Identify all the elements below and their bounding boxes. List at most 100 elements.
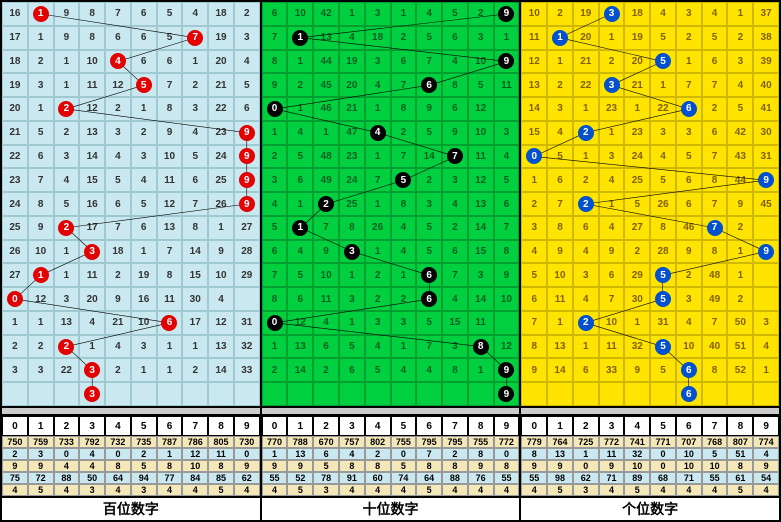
- stat-cell: 4: [105, 484, 131, 496]
- grid-cell: 49: [702, 287, 728, 311]
- grid-cell: 5: [182, 145, 208, 169]
- grid-cell: 5: [416, 26, 442, 50]
- stat-cell: 13: [287, 448, 313, 460]
- grid-cell: 6: [287, 287, 313, 311]
- grid-cell: 1: [262, 121, 288, 145]
- grid-cell: [339, 382, 365, 406]
- grid-cell: 3: [416, 192, 442, 216]
- grid-cell: 6: [105, 192, 131, 216]
- grid-cell: 8: [262, 50, 288, 74]
- grid-cell: 7: [442, 263, 468, 287]
- grid-cell: 5: [105, 168, 131, 192]
- stat-cell: 2: [442, 448, 468, 460]
- stat-cell: 759: [28, 436, 54, 448]
- grid-cell: 4: [650, 2, 676, 26]
- grid-cell: 6: [339, 358, 365, 382]
- grid-cell: 15: [182, 263, 208, 287]
- grid-cell: 14: [547, 358, 573, 382]
- grid-cell: 2: [105, 263, 131, 287]
- grid-cell: 4: [105, 50, 131, 74]
- grid-cell: 3: [54, 145, 80, 169]
- grid-cell: 1: [391, 2, 417, 26]
- grid-cell: 9: [676, 240, 702, 264]
- grid-cell: 2: [702, 97, 728, 121]
- grid-cell: 46: [313, 97, 339, 121]
- grid-cell: 5: [262, 216, 288, 240]
- trend-ball: 9: [239, 148, 255, 164]
- stat-cell: 8: [157, 460, 183, 472]
- grid-cell: 4: [702, 2, 728, 26]
- grid-cell: 13: [468, 192, 494, 216]
- grid-cell: 24: [208, 145, 234, 169]
- grid-cell: 18: [208, 2, 234, 26]
- stat-cell: 4: [599, 484, 625, 496]
- grid-cell: 21: [573, 50, 599, 74]
- grid-cell: 11: [468, 311, 494, 335]
- grid-cell: 7: [702, 145, 728, 169]
- grid-cell: 4: [313, 311, 339, 335]
- trend-grid: 1021931843413711120119525238121212205163…: [521, 2, 779, 406]
- grid-cell: 6: [157, 50, 183, 74]
- grid-cell: 7: [157, 73, 183, 97]
- grid-cell: 4: [287, 240, 313, 264]
- stat-cell: 4: [391, 484, 417, 496]
- grid-cell: 5: [287, 263, 313, 287]
- grid-cell: 8: [157, 263, 183, 287]
- trend-ball: 9: [498, 6, 514, 22]
- stat-cell: 5: [702, 448, 728, 460]
- grid-cell: 16: [131, 287, 157, 311]
- trend-ball: 5: [136, 77, 152, 93]
- grid-cell: [391, 382, 417, 406]
- trend-ball: 3: [84, 362, 100, 378]
- trend-ball: 1: [33, 6, 49, 22]
- grid-cell: 1: [287, 50, 313, 74]
- stat-cell: 54: [753, 472, 779, 484]
- trend-ball: 7: [447, 148, 463, 164]
- grid-cell: 4: [650, 145, 676, 169]
- stats-block: 7797647257727417717077688077748131113201…: [521, 436, 779, 496]
- stat-cell: 772: [599, 436, 625, 448]
- header-cell: 6: [416, 416, 442, 436]
- grid-cell: [573, 382, 599, 406]
- grid-cell: 33: [599, 358, 625, 382]
- grid-cell: 0: [2, 287, 28, 311]
- header-cell: 5: [650, 416, 676, 436]
- stat-cell: 10: [676, 460, 702, 472]
- grid-cell: 6: [573, 216, 599, 240]
- trend-ball: 2: [58, 220, 74, 236]
- grid-cell: 9: [599, 240, 625, 264]
- grid-cell: 1: [287, 26, 313, 50]
- grid-cell: 22: [650, 97, 676, 121]
- grid-cell: 2: [727, 26, 753, 50]
- grid-cell: 3: [753, 311, 779, 335]
- stat-cell: 7: [416, 448, 442, 460]
- grid-cell: [234, 287, 260, 311]
- grid-cell: [599, 382, 625, 406]
- grid-cell: [521, 382, 547, 406]
- grid-cell: 1: [287, 97, 313, 121]
- grid-cell: 4: [54, 168, 80, 192]
- grid-cell: 45: [313, 73, 339, 97]
- stat-cell: 774: [753, 436, 779, 448]
- header-cell: 2: [573, 416, 599, 436]
- grid-cell: 4: [365, 73, 391, 97]
- stat-cell: 5: [391, 460, 417, 472]
- stat-cell: 788: [287, 436, 313, 448]
- grid-cell: 12: [468, 97, 494, 121]
- grid-cell: 1: [547, 26, 573, 50]
- header-cell: 7: [182, 416, 208, 436]
- grid-cell: 4: [442, 50, 468, 74]
- stat-cell: 795: [416, 436, 442, 448]
- grid-cell: 7: [365, 168, 391, 192]
- stat-cell: 5: [727, 484, 753, 496]
- grid-cell: 18: [365, 26, 391, 50]
- grid-cell: 3: [339, 287, 365, 311]
- trend-ball: 9: [498, 53, 514, 69]
- grid-cell: 7: [702, 311, 728, 335]
- stat-cell: 75: [2, 472, 28, 484]
- grid-cell: 31: [650, 311, 676, 335]
- header-cell: 8: [208, 416, 234, 436]
- stat-cell: 741: [624, 436, 650, 448]
- header-cell: 9: [234, 416, 260, 436]
- stat-cell: 89: [624, 472, 650, 484]
